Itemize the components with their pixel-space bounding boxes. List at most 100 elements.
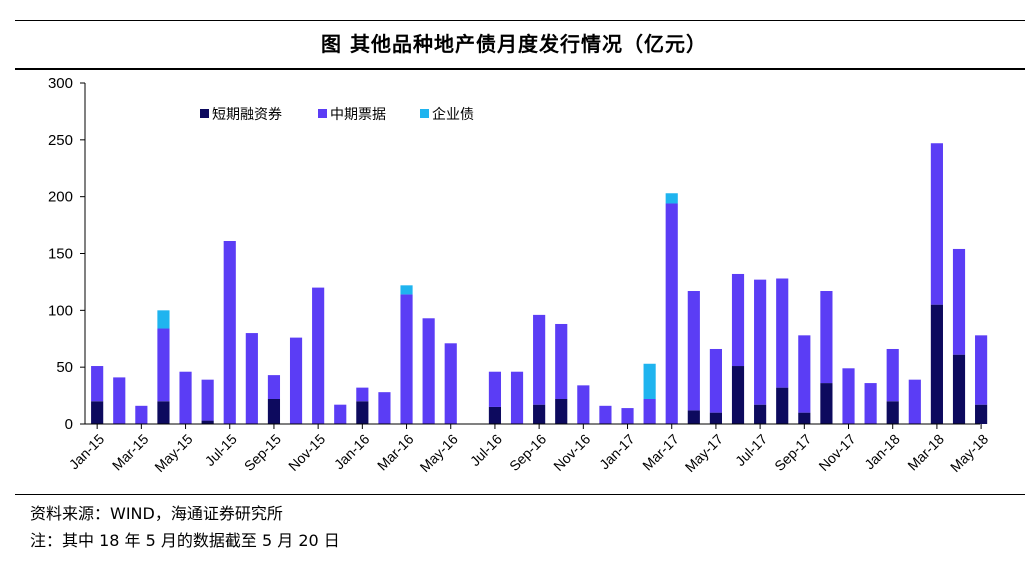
bar-Jan-15-series0 — [91, 401, 104, 424]
bottom-rule — [15, 494, 1025, 495]
bar-Dec-16-series1 — [599, 405, 612, 424]
bar-Apr-17-series1 — [687, 291, 700, 411]
legend-swatch-2 — [420, 109, 429, 118]
bar-Mar-15-series1 — [135, 405, 148, 424]
x-tick-label-May-16: May-16 — [417, 431, 461, 475]
bar-Jul-17-series0 — [754, 404, 767, 424]
legend-label-2: 企业债 — [432, 106, 474, 123]
bar-Apr-15-series0 — [157, 401, 170, 424]
bar-Oct-15-series1 — [289, 337, 303, 424]
bar-Jul-16-series0 — [488, 406, 502, 424]
bar-Jun-17-series0 — [731, 366, 745, 424]
x-tick-label-Mar-15: Mar-15 — [109, 431, 152, 474]
legend: 短期融资券 中期票据 企业债 — [200, 106, 474, 123]
bar-Dec-17-series1 — [864, 383, 877, 424]
bar-Jan-18-series1 — [886, 348, 899, 402]
legend-swatch-0 — [200, 109, 209, 118]
bar-Oct-17-series1 — [820, 291, 833, 384]
legend-swatch-1 — [318, 109, 327, 118]
bar-Apr-16-series1 — [422, 318, 435, 424]
x-tick-label-May-18: May-18 — [947, 431, 991, 475]
bar-Aug-17-series0 — [776, 387, 789, 424]
bar-Jul-16-series1 — [488, 371, 502, 407]
bar-Mar-18-series1 — [930, 143, 943, 305]
bar-Mar-16-series1 — [400, 294, 413, 424]
bar-Apr-18-series1 — [952, 248, 966, 355]
bar-May-17-series1 — [709, 348, 722, 413]
x-tick-label-Mar-18: Mar-18 — [904, 431, 947, 474]
bar-Dec-15-series1 — [334, 404, 347, 424]
x-tick-label-Jan-17: Jan-17 — [596, 431, 638, 473]
y-tick-label-250: 250 — [48, 132, 73, 149]
chart-title: 图 其他品种地产债月度发行情况（亿元） — [321, 32, 707, 56]
source-note: 资料来源：WIND，海通证券研究所 — [30, 504, 283, 523]
bar-Jun-15-series1 — [201, 379, 214, 421]
bar-Feb-15-series1 — [113, 377, 126, 424]
y-tick-label-0: 0 — [65, 416, 73, 433]
y-tick-label-100: 100 — [48, 302, 73, 319]
bar-Nov-17-series1 — [842, 368, 855, 424]
x-tick-label-May-17: May-17 — [682, 431, 726, 475]
bar-Nov-15-series1 — [312, 287, 325, 424]
data-note: 注：其中 18 年 5 月的数据截至 5 月 20 日 — [30, 531, 340, 550]
bar-Sep-16-series1 — [533, 314, 546, 405]
bar-Jul-15-series1 — [223, 240, 236, 424]
bar-Sep-17-series0 — [798, 412, 811, 424]
y-tick-label-300: 300 — [48, 75, 73, 92]
bar-Jan-17-series1 — [621, 408, 634, 424]
x-tick-label-Jul-16: Jul-16 — [467, 431, 505, 469]
x-tick-label-Nov-16: Nov-16 — [550, 431, 593, 474]
bars-group — [91, 143, 988, 424]
bar-Aug-15-series1 — [245, 333, 258, 424]
bar-Apr-17-series0 — [687, 410, 700, 424]
legend-label-1: 中期票据 — [330, 107, 386, 123]
bar-Mar-16-series2 — [400, 285, 413, 295]
bar-Feb-18-series1 — [908, 379, 921, 424]
bar-Feb-17-series1 — [643, 398, 656, 424]
x-tick-label-Jan-18: Jan-18 — [861, 431, 903, 473]
x-tick-label-Sep-15: Sep-15 — [241, 431, 284, 474]
bar-May-16-series1 — [444, 343, 457, 424]
bar-Mar-17-series1 — [665, 203, 678, 424]
top-rule — [15, 20, 1025, 21]
x-tick-label-Jul-15: Jul-15 — [202, 431, 240, 469]
bar-May-17-series0 — [709, 412, 722, 424]
x-tick-label-May-15: May-15 — [151, 431, 195, 475]
x-tick-label-Nov-15: Nov-15 — [285, 431, 328, 474]
legend-label-0: 短期融资券 — [212, 107, 282, 123]
x-tick-label-Nov-17: Nov-17 — [815, 431, 858, 474]
x-tick-label-Sep-16: Sep-16 — [506, 431, 549, 474]
bar-Oct-16-series1 — [555, 323, 568, 399]
bar-Sep-17-series1 — [798, 335, 811, 413]
title-rule — [15, 68, 1025, 70]
bar-Jan-18-series0 — [886, 401, 899, 424]
bar-Oct-16-series0 — [555, 398, 568, 424]
bar-Feb-16-series1 — [378, 392, 391, 424]
x-tick-label-Jul-17: Jul-17 — [732, 431, 770, 469]
y-tick-label-50: 50 — [56, 359, 73, 376]
y-tick-label-200: 200 — [48, 189, 73, 206]
x-tick-label-Jan-15: Jan-15 — [66, 431, 108, 473]
bar-Mar-18-series0 — [930, 304, 943, 424]
x-tick-label-Mar-17: Mar-17 — [639, 431, 682, 474]
bar-Oct-17-series0 — [820, 383, 833, 424]
bar-Sep-16-series0 — [533, 404, 546, 424]
y-tick-label-150: 150 — [48, 246, 73, 263]
bar-Apr-18-series0 — [952, 354, 966, 424]
bar-Aug-16-series1 — [510, 371, 524, 424]
bar-Jan-16-series0 — [356, 401, 369, 424]
bar-Jul-17-series1 — [754, 279, 767, 405]
x-tick-label-Jan-16: Jan-16 — [331, 431, 373, 473]
bar-Sep-15-series0 — [267, 398, 281, 424]
bar-Apr-15-series2 — [157, 310, 170, 329]
bar-Nov-16-series1 — [577, 385, 590, 424]
bar-Feb-17-series2 — [643, 363, 656, 399]
bar-Jun-15-series0 — [201, 420, 214, 424]
bar-May-18-series0 — [975, 404, 988, 424]
bar-May-18-series1 — [975, 335, 988, 405]
bar-Jan-15-series1 — [91, 366, 104, 402]
bar-Sep-15-series1 — [267, 375, 281, 399]
bar-Apr-15-series1 — [157, 328, 170, 402]
bar-Mar-17-series2 — [665, 193, 678, 204]
